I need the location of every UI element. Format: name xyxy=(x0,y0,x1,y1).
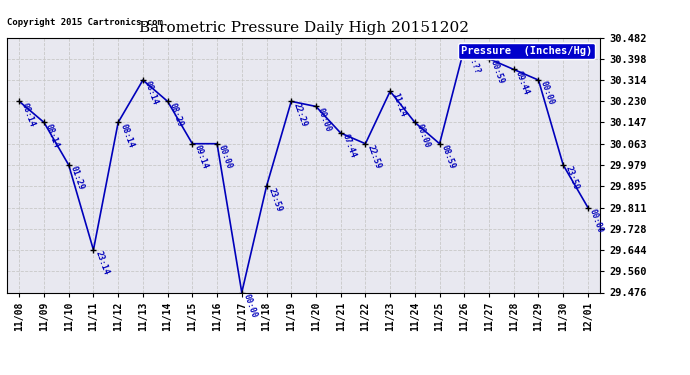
Text: 22:59: 22:59 xyxy=(366,144,382,170)
Text: 23:59: 23:59 xyxy=(563,165,580,192)
Text: 00:00: 00:00 xyxy=(217,144,234,170)
Text: 09:14: 09:14 xyxy=(193,144,209,170)
Text: 00:59: 00:59 xyxy=(489,59,506,86)
Text: 22:29: 22:29 xyxy=(291,101,308,128)
Text: 08:14: 08:14 xyxy=(19,101,37,128)
Text: 00:00: 00:00 xyxy=(588,208,605,234)
Text: 00:00: 00:00 xyxy=(241,292,259,319)
Text: 08:14: 08:14 xyxy=(118,122,135,149)
Text: 08:59: 08:59 xyxy=(440,144,457,170)
Text: 00:00: 00:00 xyxy=(316,106,333,133)
Text: 07:44: 07:44 xyxy=(341,133,357,160)
Text: 23:59: 23:59 xyxy=(266,186,284,213)
Text: 20:??: 20:?? xyxy=(464,48,482,75)
Text: 11:14: 11:14 xyxy=(390,91,407,118)
Legend: Pressure  (Inches/Hg): Pressure (Inches/Hg) xyxy=(457,43,595,59)
Text: 00:00: 00:00 xyxy=(415,122,432,149)
Text: 08:29: 08:29 xyxy=(168,101,185,128)
Text: 08:14: 08:14 xyxy=(143,80,160,106)
Text: Copyright 2015 Cartronics.com: Copyright 2015 Cartronics.com xyxy=(7,18,163,27)
Text: 23:14: 23:14 xyxy=(93,250,110,276)
Text: 08:14: 08:14 xyxy=(44,122,61,149)
Text: 00:00: 00:00 xyxy=(538,80,555,106)
Text: 01:29: 01:29 xyxy=(69,165,86,192)
Title: Barometric Pressure Daily High 20151202: Barometric Pressure Daily High 20151202 xyxy=(139,21,469,35)
Text: 09:44: 09:44 xyxy=(514,69,531,96)
